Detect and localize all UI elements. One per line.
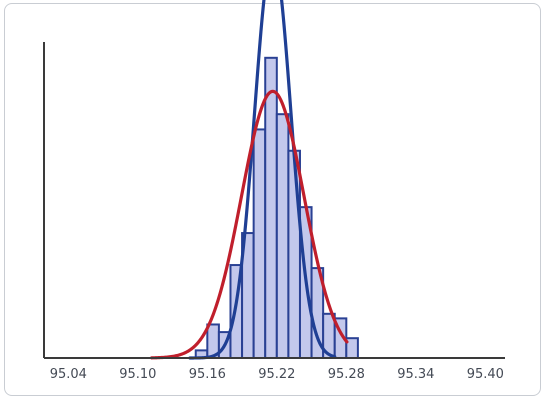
bars-layer — [194, 56, 359, 360]
histogram-bar-7 — [264, 56, 278, 360]
histogram-bar-8 — [275, 113, 290, 359]
x-tick-label: 95.10 — [119, 367, 156, 382]
x-tick-label: 95.34 — [397, 367, 434, 382]
histogram-bar-6 — [252, 128, 267, 359]
curves-layer — [150, 0, 349, 360]
x-tick-label: 95.40 — [467, 367, 504, 382]
normal-curve-narrow — [188, 0, 337, 360]
x-tick-label: 95.04 — [50, 367, 87, 382]
x-tick-label: 95.16 — [189, 367, 226, 382]
axes-layer — [43, 42, 505, 359]
normal-curve-wide — [150, 89, 349, 360]
histogram-bar-9 — [287, 149, 301, 359]
x-tick-labels: 95.04 95.10 95.16 95.22 95.28 95.34 95.40 — [50, 367, 504, 382]
x-tick-label: 95.28 — [328, 367, 365, 382]
x-tick-label: 95.22 — [258, 367, 295, 382]
